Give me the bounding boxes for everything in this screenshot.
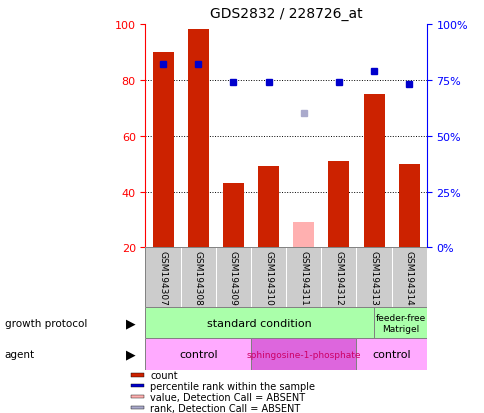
Bar <box>363 95 384 248</box>
Bar <box>286 248 320 308</box>
Bar <box>152 52 173 248</box>
Text: GSM194314: GSM194314 <box>404 250 413 305</box>
Bar <box>373 308 426 339</box>
Bar <box>320 248 356 308</box>
Text: rank, Detection Call = ABSENT: rank, Detection Call = ABSENT <box>150 403 300 413</box>
Bar <box>356 248 391 308</box>
Bar <box>131 373 144 377</box>
Bar <box>328 161 348 248</box>
Text: ▶: ▶ <box>126 317 136 330</box>
Bar <box>251 248 286 308</box>
Text: GSM194310: GSM194310 <box>263 250 272 305</box>
Text: GSM194309: GSM194309 <box>228 250 238 305</box>
Title: GDS2832 / 228726_at: GDS2832 / 228726_at <box>210 7 362 21</box>
Text: GSM194312: GSM194312 <box>333 250 343 305</box>
Bar <box>398 164 419 248</box>
Bar <box>180 248 215 308</box>
Text: ▶: ▶ <box>126 348 136 361</box>
Text: GSM194308: GSM194308 <box>193 250 202 305</box>
Text: standard condition: standard condition <box>207 318 312 328</box>
Bar <box>222 184 243 248</box>
Text: GSM194313: GSM194313 <box>369 250 378 305</box>
Bar <box>131 406 144 409</box>
Text: feeder-free
Matrigel: feeder-free Matrigel <box>375 313 424 333</box>
Text: sphingosine-1-phosphate: sphingosine-1-phosphate <box>246 350 360 358</box>
Text: control: control <box>372 349 410 359</box>
Text: GSM194307: GSM194307 <box>158 250 167 305</box>
Text: count: count <box>150 370 178 380</box>
Text: value, Detection Call = ABSENT: value, Detection Call = ABSENT <box>150 392 305 402</box>
Bar <box>251 339 356 370</box>
Bar <box>145 248 180 308</box>
Text: agent: agent <box>5 349 35 359</box>
Bar <box>145 308 373 339</box>
Text: control: control <box>179 349 217 359</box>
Bar <box>356 339 426 370</box>
Bar <box>145 339 250 370</box>
Text: percentile rank within the sample: percentile rank within the sample <box>150 381 315 391</box>
Bar <box>131 395 144 398</box>
Bar <box>292 223 314 248</box>
Bar <box>215 248 250 308</box>
Bar <box>391 248 426 308</box>
Bar <box>131 385 144 387</box>
Text: growth protocol: growth protocol <box>5 318 87 328</box>
Text: GSM194311: GSM194311 <box>299 250 308 305</box>
Bar <box>187 30 208 248</box>
Bar <box>257 167 278 248</box>
